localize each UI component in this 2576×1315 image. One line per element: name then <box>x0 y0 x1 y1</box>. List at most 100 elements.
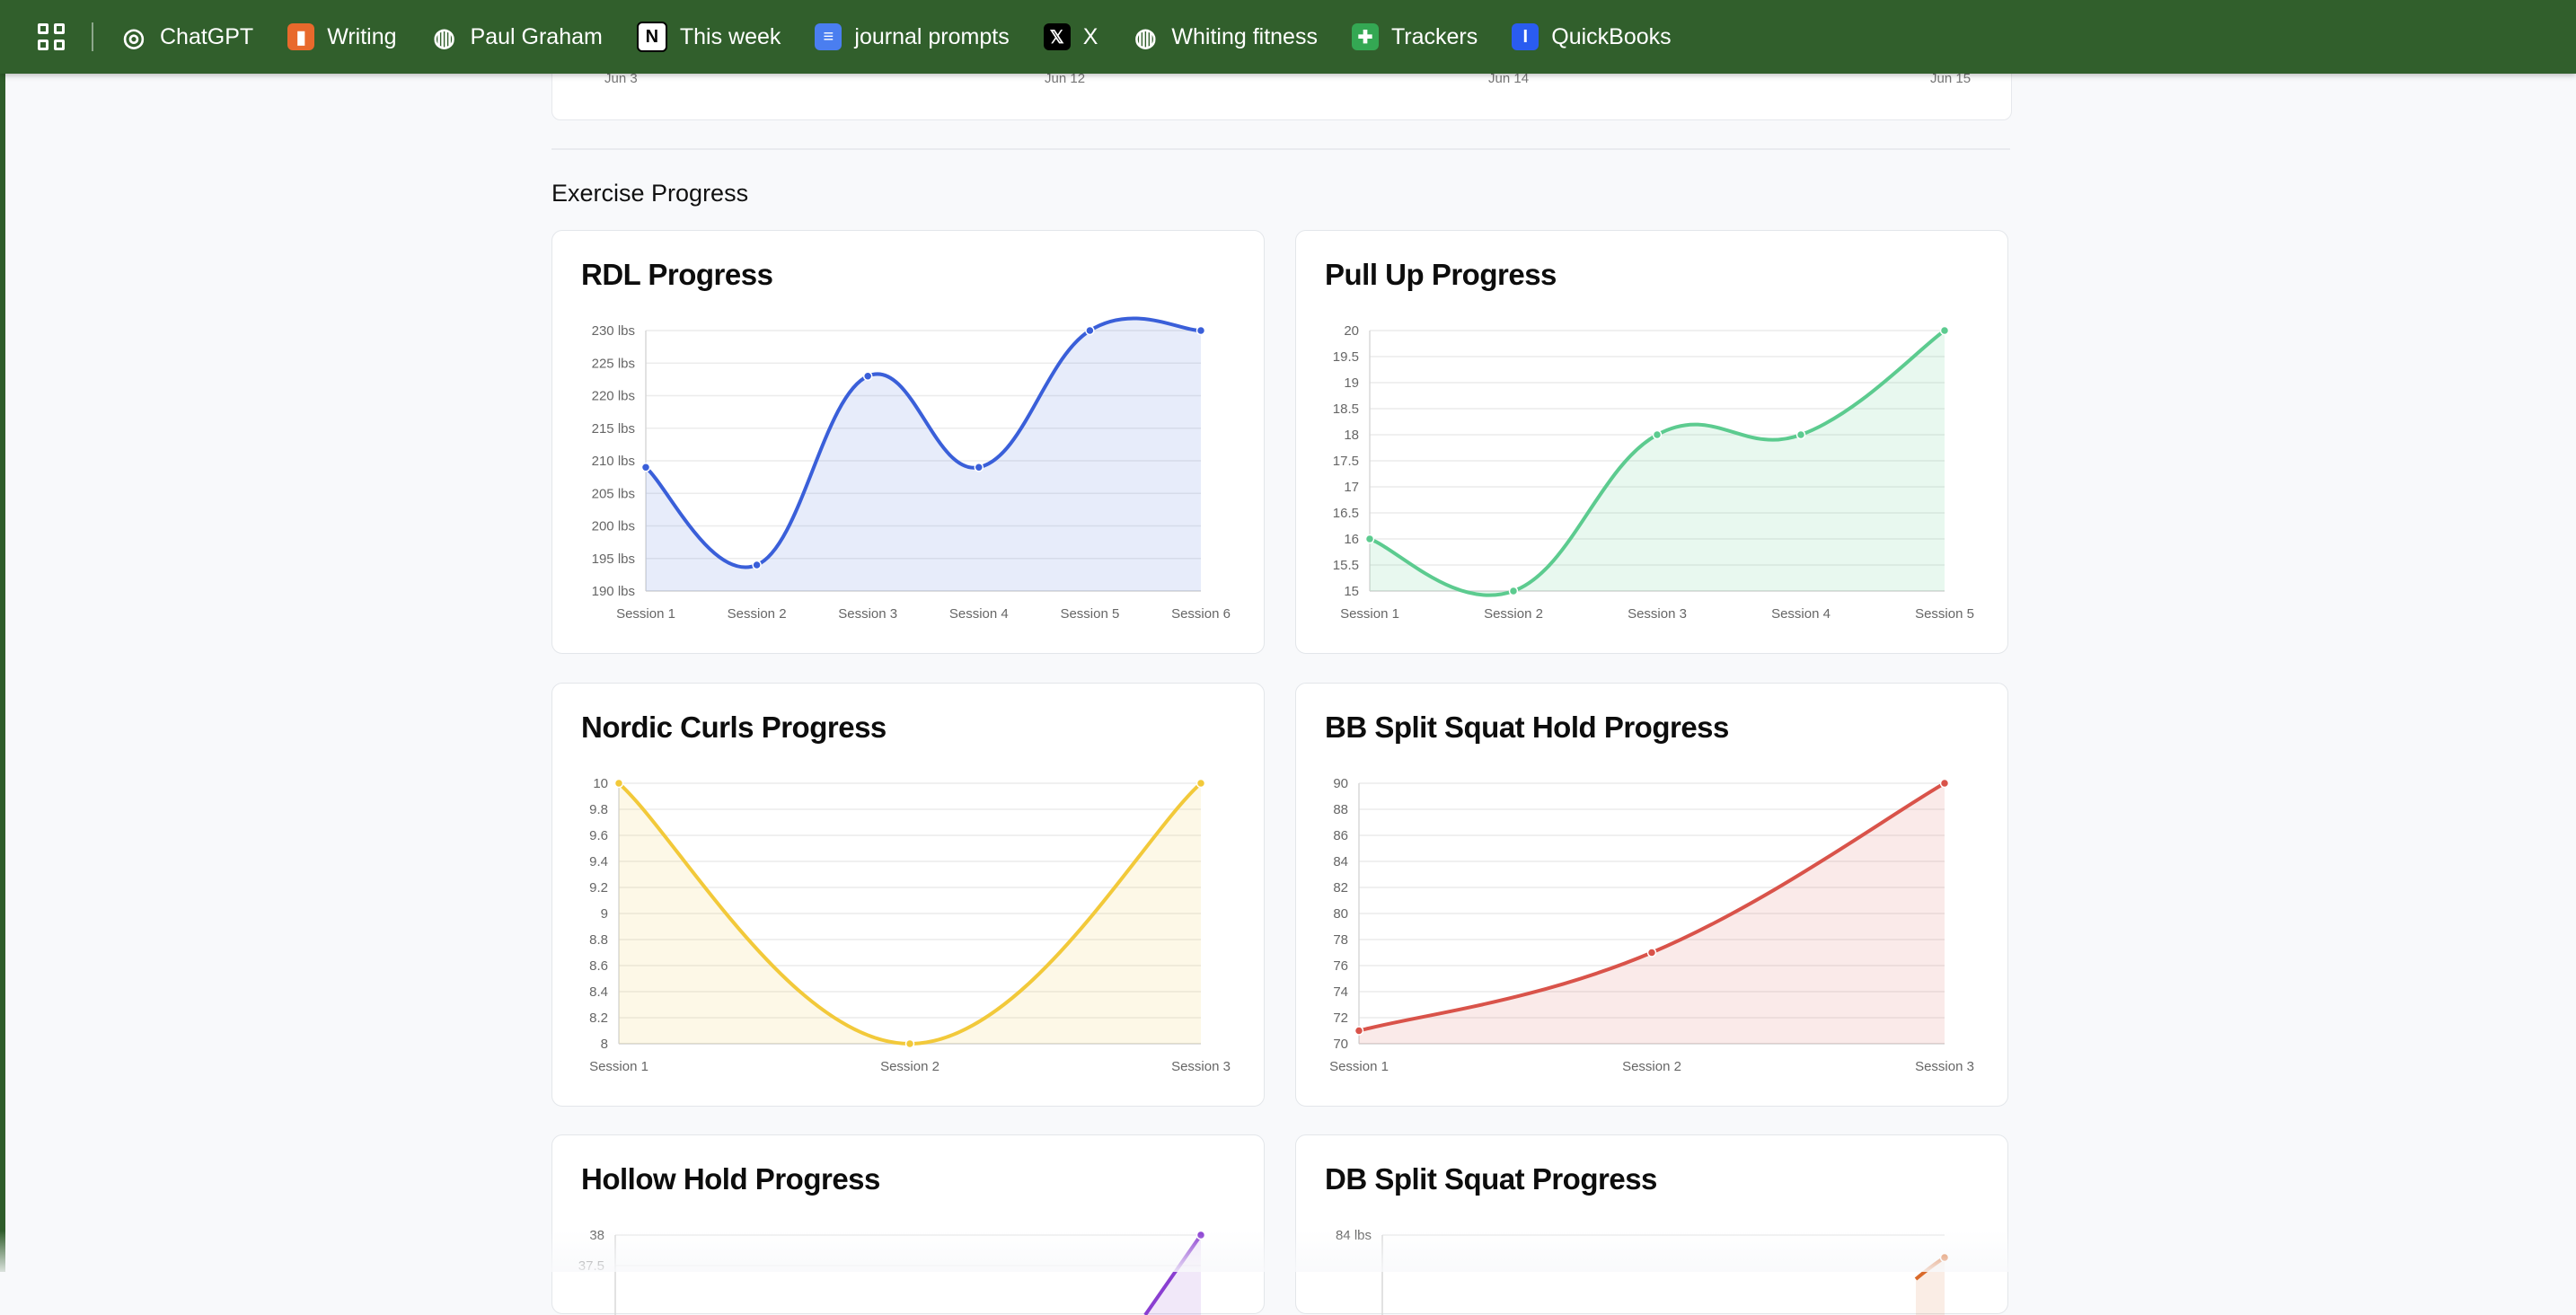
globe-icon: ◍ <box>1134 22 1157 51</box>
bookmark-quickbooks[interactable]: I QuickBooks <box>1512 23 1672 50</box>
top-chart-tick: Jun 3 <box>604 71 638 86</box>
y-tick-label: 19.5 <box>1333 349 1359 365</box>
y-tick-label: 17 <box>1344 480 1359 495</box>
y-tick-label: 78 <box>1333 932 1348 948</box>
y-tick-label: 70 <box>1333 1037 1348 1052</box>
section-divider <box>551 148 2010 150</box>
data-point <box>1646 948 1657 958</box>
data-point <box>640 463 651 472</box>
y-tick-label: 18 <box>1344 428 1359 443</box>
y-tick-label: 15 <box>1344 584 1359 599</box>
y-tick-label: 82 <box>1333 880 1348 896</box>
y-tick-label: 8.6 <box>589 958 608 974</box>
data-point <box>1508 586 1519 596</box>
x-tick-label: Session 5 <box>1915 606 1974 622</box>
y-tick-label: 17.5 <box>1333 454 1359 469</box>
x-tick-label: Session 3 <box>1171 1059 1231 1074</box>
y-tick-label: 9.2 <box>589 880 608 896</box>
bookmark-label: Trackers <box>1390 23 1478 49</box>
bookmark-trackers[interactable]: ✚ Trackers <box>1351 23 1478 50</box>
chart-title: RDL Progress <box>581 258 773 291</box>
data-point <box>752 560 762 570</box>
y-tick-label: 19 <box>1344 375 1359 391</box>
line-chart: 3837.5 <box>578 1228 1206 1315</box>
bookmarks-bar: ◎ ChatGPT ▮ Writing ◍ Paul Graham N This week ≡ j… <box>0 0 2576 74</box>
notion-icon: N <box>636 22 667 52</box>
y-tick-label: 225 lbs <box>592 356 635 371</box>
bb-split-squat-hold-progress-card: BB Split Squat Hold Progress 70 72 74 76 78 8… <box>1295 683 2008 1107</box>
y-tick-label: 9 <box>601 906 608 922</box>
y-tick-label: 20 <box>1344 323 1359 339</box>
bookmark-label: Paul Graham <box>470 23 603 49</box>
pull-up-progress-card: Pull Up Progress 15 15.5 16 16.5 17 17.5 18 18.… <box>1295 230 2008 654</box>
y-tick-label: 86 <box>1333 828 1348 843</box>
apps-grid-icon[interactable] <box>38 23 65 50</box>
series-area <box>1359 783 1945 1044</box>
data-point <box>1652 429 1663 440</box>
chatgpt-icon: ◎ <box>122 22 146 51</box>
globe-icon: ◍ <box>433 22 455 51</box>
rdl-progress-card: RDL Progress 190 lbs 195 lbs 200 lbs 205 lb… <box>551 230 1265 654</box>
series-area <box>1370 331 1945 596</box>
data-point <box>1195 325 1206 336</box>
x-tick-label: Session 4 <box>949 606 1009 622</box>
data-point <box>1364 534 1375 544</box>
y-tick-label: 9.8 <box>589 802 608 817</box>
line-chart: 84 lbs <box>1336 1228 1950 1315</box>
docs-icon: ≡ <box>815 23 842 50</box>
y-tick-label: 205 lbs <box>592 486 635 501</box>
y-tick-label: 90 <box>1333 776 1348 791</box>
y-tick-label: 15.5 <box>1333 558 1359 573</box>
y-tick-label: 190 lbs <box>592 584 635 599</box>
y-tick-label: 195 lbs <box>592 552 635 567</box>
bottom-fade <box>0 1231 2576 1272</box>
y-tick-label: 16 <box>1344 532 1359 547</box>
top-chart-tick: Jun 15 <box>1930 71 1972 86</box>
y-tick-label: 8.8 <box>589 932 608 948</box>
sheets-icon: ✚ <box>1351 23 1379 50</box>
x-tick-label: Session 2 <box>728 606 787 622</box>
y-tick-label: 215 lbs <box>592 421 635 437</box>
line-chart: 15 15.5 16 16.5 17 17.5 18 18.5 19 19.5 20 Session … <box>1333 323 1974 622</box>
bookmark-this-week[interactable]: N This week <box>636 22 781 52</box>
window-left-edge <box>0 0 5 1272</box>
data-point <box>904 1038 915 1049</box>
y-tick-label: 72 <box>1333 1011 1348 1026</box>
y-tick-label: 16.5 <box>1333 506 1359 521</box>
y-tick-label: 80 <box>1333 906 1348 922</box>
bookmark-label: QuickBooks <box>1551 23 1672 49</box>
y-tick-label: 230 lbs <box>592 323 635 339</box>
data-point <box>1939 325 1950 336</box>
data-point <box>1085 325 1095 336</box>
y-tick-label: 8.4 <box>589 984 608 1000</box>
chart-title: Nordic Curls Progress <box>581 710 887 744</box>
bookmark-writing[interactable]: ▮ Writing <box>287 23 397 50</box>
section-title: Exercise Progress <box>551 180 749 207</box>
bookmark-chatgpt[interactable]: ◎ ChatGPT <box>120 22 253 51</box>
bookmark-paul-graham[interactable]: ◍ Paul Graham <box>431 22 603 51</box>
chart-title: BB Split Squat Hold Progress <box>1325 710 1729 744</box>
bookmarks-separator <box>92 22 93 51</box>
bookmark-whiting-fitness[interactable]: ◍ Whiting fitness <box>1132 22 1318 51</box>
bookmark-label: journal prompts <box>854 23 1010 49</box>
bookmark-journal-prompts[interactable]: ≡ journal prompts <box>815 23 1010 50</box>
nordic-curls-progress-card: Nordic Curls Progress 8 8.2 8.4 8.6 8.8 9 9.2 9… <box>551 683 1265 1107</box>
y-tick-label: 74 <box>1333 984 1348 1000</box>
y-tick-label: 10 <box>593 776 608 791</box>
y-tick-label: 8.2 <box>589 1011 608 1026</box>
data-point <box>974 463 984 472</box>
x-tick-label: Session 1 <box>1340 606 1399 622</box>
bookmark-label: X <box>1082 23 1098 49</box>
series-area <box>619 783 1201 1044</box>
bookmark-icon: ▮ <box>287 23 315 50</box>
data-point <box>1354 1026 1364 1036</box>
data-point <box>862 371 873 381</box>
x-tick-label: Session 2 <box>1484 606 1543 622</box>
x-tick-label: Session 2 <box>1622 1059 1681 1074</box>
bookmark-label: This week <box>679 23 781 49</box>
top-chart-tick: Jun 14 <box>1488 71 1530 86</box>
x-tick-label: Session 1 <box>589 1059 648 1074</box>
top-chart-tick: Jun 12 <box>1045 71 1086 86</box>
x-tick-label: Session 4 <box>1771 606 1831 622</box>
